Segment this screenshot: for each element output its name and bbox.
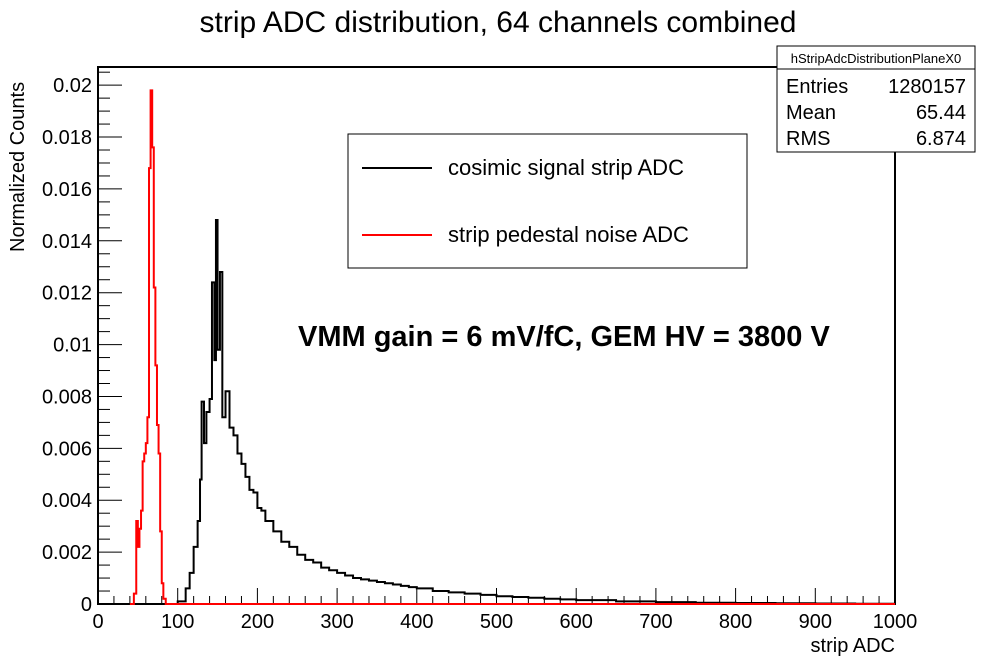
y-tick-label: 0.002 [42, 542, 92, 564]
annotation: VMM gain = 6 mV/fC, GEM HV = 3800 V [298, 321, 830, 353]
stats-label-mean: Mean [786, 102, 836, 124]
y-tick-label: 0.012 [42, 283, 92, 305]
y-tick-label: 0.02 [53, 75, 92, 97]
y-tick-label: 0.01 [53, 335, 92, 357]
legend-frame [347, 133, 748, 269]
x-tick-label: 200 [241, 611, 274, 633]
y-axis-label: Normalized Counts [7, 82, 29, 252]
x-tick-label: 0 [92, 611, 103, 633]
stats-value-entries: 1280157 [888, 76, 966, 98]
x-tick-label: 700 [639, 611, 672, 633]
x-axis-label: strip ADC [811, 635, 895, 657]
y-tick-label: 0.004 [42, 490, 92, 512]
x-tick-label: 400 [400, 611, 433, 633]
y-tick-label: 0.016 [42, 179, 92, 201]
x-tick-label: 500 [480, 611, 513, 633]
x-tick-label: 800 [719, 611, 752, 633]
x-tick-label: 900 [799, 611, 832, 633]
y-tick-label: 0.014 [42, 231, 92, 253]
x-tick-label: 1000 [873, 611, 918, 633]
stats-box-name: hStripAdcDistributionPlaneX0 [791, 51, 962, 66]
x-tick-label: 100 [161, 611, 194, 633]
legend-label-pedestal: strip pedestal noise ADC [448, 222, 689, 247]
chart-title: strip ADC distribution, 64 channels comb… [200, 6, 797, 39]
y-axis: 0 0.002 0.004 0.006 0.008 0.01 0.012 0.014 0.016… [42, 71, 122, 616]
series-line [161, 219, 895, 605]
y-tick-label: 0 [81, 594, 92, 616]
x-tick-label: 600 [560, 611, 593, 633]
series-layer [129, 89, 895, 605]
y-tick-label: 0.018 [42, 127, 92, 149]
series-line [129, 89, 895, 605]
stats-label-rms: RMS [786, 128, 830, 150]
stats-box: hStripAdcDistributionPlaneX0 Entries 128… [776, 45, 976, 153]
stats-label-entries: Entries [786, 76, 848, 98]
x-axis: 0 100 200 300 400 500 600 700 800 900 1000 [92, 588, 917, 633]
x-tick-label: 300 [320, 611, 353, 633]
y-tick-label: 0.008 [42, 386, 92, 408]
legend-label-cosmic: cosimic signal strip ADC [448, 155, 684, 180]
stats-value-mean: 65.44 [916, 102, 966, 124]
y-tick-label: 0.006 [42, 438, 92, 460]
legend: cosimic signal strip ADC strip pedestal … [347, 133, 748, 269]
stats-value-rms: 6.874 [916, 128, 966, 150]
